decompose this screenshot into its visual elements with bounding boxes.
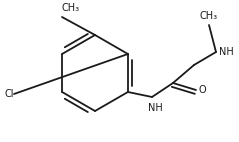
Text: NH: NH — [219, 47, 234, 57]
Text: CH₃: CH₃ — [62, 3, 80, 13]
Text: CH₃: CH₃ — [200, 11, 218, 21]
Text: O: O — [199, 85, 207, 95]
Text: NH: NH — [148, 103, 162, 113]
Text: Cl: Cl — [5, 89, 14, 99]
